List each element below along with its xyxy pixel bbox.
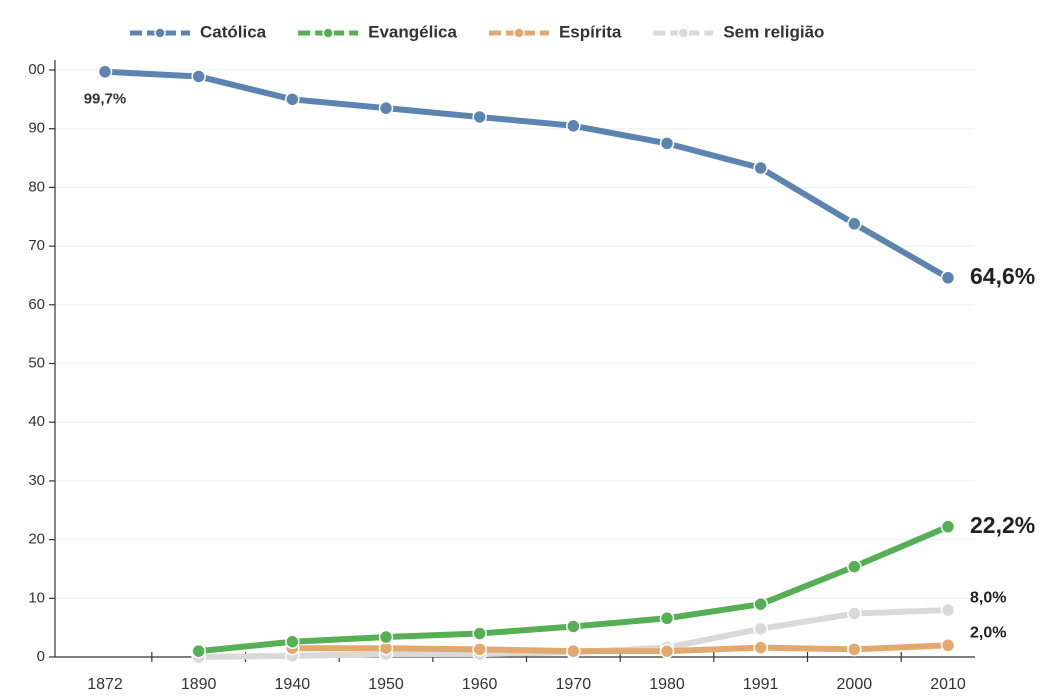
y-tick-label: 50 bbox=[28, 354, 45, 371]
series-line bbox=[292, 642, 949, 655]
legend-label: Sem religião bbox=[723, 22, 824, 41]
data-point bbox=[191, 643, 206, 659]
data-point bbox=[847, 559, 862, 574]
y-tick-label: 10 bbox=[28, 589, 45, 606]
data-point bbox=[378, 629, 394, 645]
legend-marker bbox=[322, 27, 334, 39]
data-point bbox=[285, 634, 300, 649]
data-point bbox=[659, 136, 675, 151]
data-point bbox=[753, 621, 768, 637]
data-label: 99,7% bbox=[84, 91, 127, 108]
y-tick-label: 80 bbox=[28, 178, 45, 195]
data-point bbox=[97, 64, 113, 80]
data-point bbox=[940, 519, 956, 534]
x-tick-label: 1980 bbox=[649, 676, 685, 693]
x-tick-label: 1950 bbox=[368, 676, 404, 693]
data-point bbox=[940, 602, 956, 618]
y-tick-label: 00 bbox=[28, 61, 45, 78]
data-point bbox=[753, 640, 768, 655]
x-tick-label: 1940 bbox=[275, 676, 311, 693]
y-tick-label: 20 bbox=[28, 531, 45, 548]
legend: Católica Evangélica Espírita Sem religião bbox=[130, 22, 824, 41]
data-label: 64,6% bbox=[970, 263, 1035, 289]
y-tick-label: 90 bbox=[28, 120, 45, 137]
legend-marker bbox=[154, 27, 166, 39]
data-label: 2,0% bbox=[970, 624, 1006, 641]
legend-marker bbox=[677, 27, 690, 39]
data-point bbox=[472, 626, 487, 641]
series-line bbox=[104, 68, 950, 281]
legend-label: Evangélica bbox=[368, 22, 457, 41]
data-point bbox=[659, 611, 675, 626]
legend-marker bbox=[513, 27, 525, 39]
data-point bbox=[472, 642, 487, 657]
data-point bbox=[847, 216, 862, 232]
data-point bbox=[940, 270, 956, 286]
data-point bbox=[659, 643, 675, 659]
y-tick-label: 0 bbox=[37, 648, 45, 665]
data-point bbox=[378, 100, 394, 116]
x-tick-label: 1872 bbox=[87, 676, 123, 693]
x-tick-label: 2010 bbox=[930, 676, 966, 693]
data-point bbox=[285, 92, 300, 107]
y-tick-label: 60 bbox=[28, 296, 45, 313]
x-tick-label: 1890 bbox=[181, 676, 217, 693]
y-tick-label: 40 bbox=[28, 413, 45, 430]
data-label: 8,0% bbox=[970, 589, 1006, 606]
x-tick-label: 1970 bbox=[556, 676, 592, 693]
data-label: 22,2% bbox=[970, 512, 1035, 538]
legend-label: Espírita bbox=[559, 22, 622, 41]
data-point bbox=[566, 643, 581, 659]
x-tick-label: 1991 bbox=[743, 676, 779, 693]
data-point bbox=[753, 596, 768, 612]
x-tick-label: 1960 bbox=[462, 676, 498, 693]
legend-label: Católica bbox=[200, 22, 267, 41]
data-point bbox=[753, 160, 768, 176]
data-point bbox=[940, 638, 956, 653]
data-point bbox=[191, 69, 206, 84]
data-point bbox=[566, 118, 581, 134]
y-tick-label: 30 bbox=[28, 472, 45, 489]
data-point bbox=[472, 109, 487, 125]
data-point bbox=[566, 619, 581, 634]
data-point bbox=[847, 642, 862, 657]
x-tick-label: 2000 bbox=[837, 676, 873, 693]
data-point bbox=[847, 606, 862, 621]
y-tick-label: 70 bbox=[28, 237, 45, 254]
